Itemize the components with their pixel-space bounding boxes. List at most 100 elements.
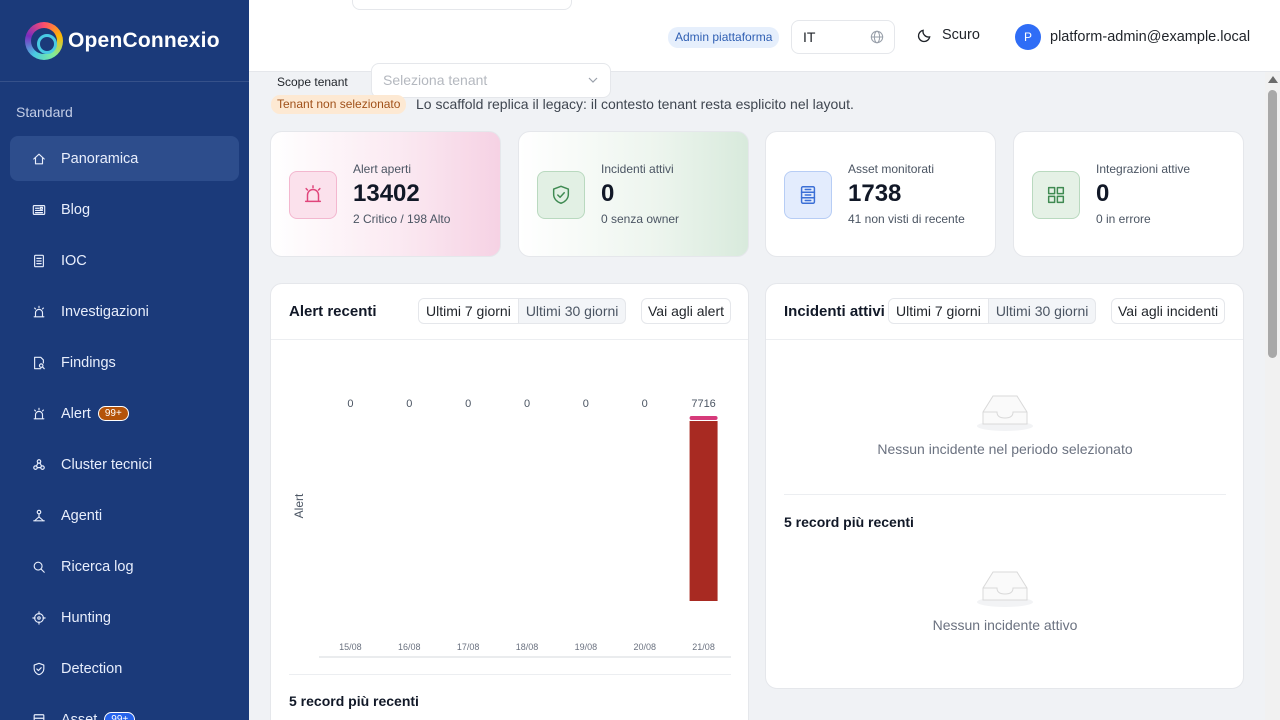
empty-inbox-icon xyxy=(977,395,1033,431)
search-icon xyxy=(32,560,46,574)
sidebar-item-findings[interactable]: Findings xyxy=(10,340,239,385)
incidents-empty-active: Nessun incidente attivo xyxy=(766,564,1243,633)
alerts-divider xyxy=(289,674,731,675)
alerts-panel-title: Alert recenti xyxy=(289,303,377,320)
sidebar-item-label: Agenti xyxy=(61,507,103,524)
grid-icon xyxy=(1047,186,1065,204)
alerts-range-7-days[interactable]: Ultimi 7 giorni xyxy=(419,299,519,323)
kpi-card-incidenti-attivi[interactable]: Incidenti attivi 0 0 senza owner xyxy=(518,131,749,257)
crosshair-icon xyxy=(32,610,46,625)
x-tick-label: 18/08 xyxy=(516,642,539,652)
network-icon xyxy=(32,509,46,523)
sidebar-item-asset[interactable]: Asset 99+ xyxy=(10,697,239,720)
siren-icon xyxy=(33,407,45,419)
sidebar-item-ricerca-log[interactable]: Ricerca log xyxy=(10,544,239,589)
sidebar-item-agenti[interactable]: Agenti xyxy=(10,493,239,538)
y-axis-label: Alert xyxy=(292,493,306,518)
sidebar-item-hunting[interactable]: Hunting xyxy=(10,595,239,640)
kpi-card-asset-monitorati[interactable]: Asset monitorati 1738 41 non visti di rece… xyxy=(765,131,996,257)
kpi-value: 13402 xyxy=(353,180,420,207)
chart-data-label: 0 xyxy=(642,398,648,410)
goto-alerts-button[interactable]: Vai agli alert xyxy=(641,298,732,324)
incidents-range-7-days[interactable]: Ultimi 7 giorni xyxy=(889,299,989,323)
sidebar-item-ioc[interactable]: IOC xyxy=(10,238,239,283)
top-header: Admin piattaforma IT Scuro P platform-ad… xyxy=(249,0,1280,72)
siren-icon xyxy=(304,185,322,203)
sidebar-item-label: Asset xyxy=(61,711,98,720)
tenant-scope-label: Scope tenant xyxy=(277,75,348,89)
sidebar-item-investigazioni[interactable]: Investigazioni xyxy=(10,289,239,334)
kpi-value: 1738 xyxy=(848,180,902,207)
language-select[interactable]: IT xyxy=(791,20,895,54)
kpi-label: Asset monitorati xyxy=(848,162,935,176)
sidebar-item-label: Blog xyxy=(61,201,91,218)
kpi-subtext: 41 non visti di recente xyxy=(848,212,965,226)
tenant-status-badge: Tenant non selezionato xyxy=(271,95,407,114)
incidents-range-toggle: Ultimi 7 giorni Ultimi 30 giorni xyxy=(888,298,1097,324)
home-icon xyxy=(33,153,45,164)
home-icon xyxy=(32,152,46,166)
theme-toggle[interactable]: Scuro xyxy=(917,27,980,43)
kpi-subtext: 2 Critico / 198 Alto xyxy=(353,212,451,226)
server-icon xyxy=(32,713,46,720)
sidebar-item-blog[interactable]: Blog xyxy=(10,187,239,232)
shield-check-icon xyxy=(552,185,570,204)
language-value: IT xyxy=(803,29,816,45)
tenant-select[interactable]: Seleziona tenant xyxy=(371,63,611,98)
incidents-panel: Incidenti attivi Ultimi 7 giorni Ultimi … xyxy=(765,283,1244,689)
brand-logo-icon xyxy=(25,21,63,60)
cluster-icon xyxy=(32,458,46,472)
count-badge: 99+ xyxy=(97,406,129,421)
incidents-range-30-days[interactable]: Ultimi 30 giorni xyxy=(995,303,1089,319)
scroll-thumb[interactable] xyxy=(1268,90,1277,358)
sidebar-item-panoramica[interactable]: Panoramica xyxy=(10,136,239,181)
shield-icon xyxy=(33,662,45,675)
kpi-card-alert-aperti[interactable]: Alert aperti 13402 2 Critico / 198 Alto xyxy=(270,131,501,257)
sidebar-item-label: Panoramica xyxy=(61,150,139,167)
file-list-icon xyxy=(34,254,44,267)
nav-group-label: Standard xyxy=(16,104,73,120)
kpi-value: 0 xyxy=(601,180,615,207)
alerts-recent-title: 5 record più recenti xyxy=(289,693,419,709)
kpi-label: Integrazioni attive xyxy=(1096,162,1191,176)
alerts-panel-header: Alert recenti Ultimi 7 giorni Ultimi 30 … xyxy=(271,284,748,340)
chart-data-label: 0 xyxy=(465,398,471,410)
sidebar-item-label: Hunting xyxy=(61,609,111,626)
alerts-range-toggle: Ultimi 7 giorni Ultimi 30 giorni xyxy=(418,298,627,324)
sidebar: OpenConnexio Standard Panoramica Blog IOC I… xyxy=(0,0,249,720)
chevron-down-icon xyxy=(588,77,598,83)
chart-data-label: 0 xyxy=(524,398,530,410)
siren-icon xyxy=(32,305,46,319)
shield-icon xyxy=(32,662,46,676)
cluster-icon xyxy=(33,458,45,470)
alerts-range-30-days[interactable]: Ultimi 30 giorni xyxy=(525,303,619,319)
scroll-up-arrow-icon[interactable] xyxy=(1268,76,1278,83)
kpi-icon-box xyxy=(1032,171,1080,219)
sidebar-item-label: Investigazioni xyxy=(61,303,149,320)
server-icon xyxy=(800,186,816,204)
avatar: P xyxy=(1015,24,1041,50)
goto-incidents-button[interactable]: Vai agli incidenti xyxy=(1111,298,1226,324)
brand-logo[interactable]: OpenConnexio xyxy=(0,0,249,82)
header-search-input[interactable] xyxy=(352,0,572,10)
file-search-icon xyxy=(34,356,45,369)
tenant-note: Lo scaffold replica il legacy: il contes… xyxy=(416,96,854,112)
kpi-card-integrazioni-attive[interactable]: Integrazioni attive 0 0 in errore xyxy=(1013,131,1244,257)
sidebar-item-detection[interactable]: Detection xyxy=(10,646,239,691)
kpi-label: Alert aperti xyxy=(353,162,412,176)
page-scrollbar[interactable] xyxy=(1265,72,1280,720)
incidents-empty-period-text: Nessun incidente nel periodo selezionato xyxy=(877,441,1133,457)
user-menu[interactable]: P platform-admin@example.local xyxy=(1015,24,1250,50)
sidebar-item-cluster-tecnici[interactable]: Cluster tecnici xyxy=(10,442,239,487)
alerts-chart: Alert 0 15/08 0 16/08 0 17/08 0 18/08 0 19/08 0 20/0… xyxy=(292,398,731,658)
chart-bar[interactable] xyxy=(689,421,718,601)
x-tick-label: 20/08 xyxy=(633,642,656,652)
crosshair-icon xyxy=(32,610,46,625)
sidebar-item-alert[interactable]: Alert 99+ xyxy=(10,391,239,436)
kpi-icon-box xyxy=(784,171,832,219)
tenant-select-placeholder: Seleziona tenant xyxy=(383,72,488,88)
sidebar-item-label: Detection xyxy=(61,660,123,677)
role-badge: Admin piattaforma xyxy=(668,27,780,48)
sidebar-item-label: IOC xyxy=(61,252,87,269)
x-tick-label: 19/08 xyxy=(575,642,598,652)
